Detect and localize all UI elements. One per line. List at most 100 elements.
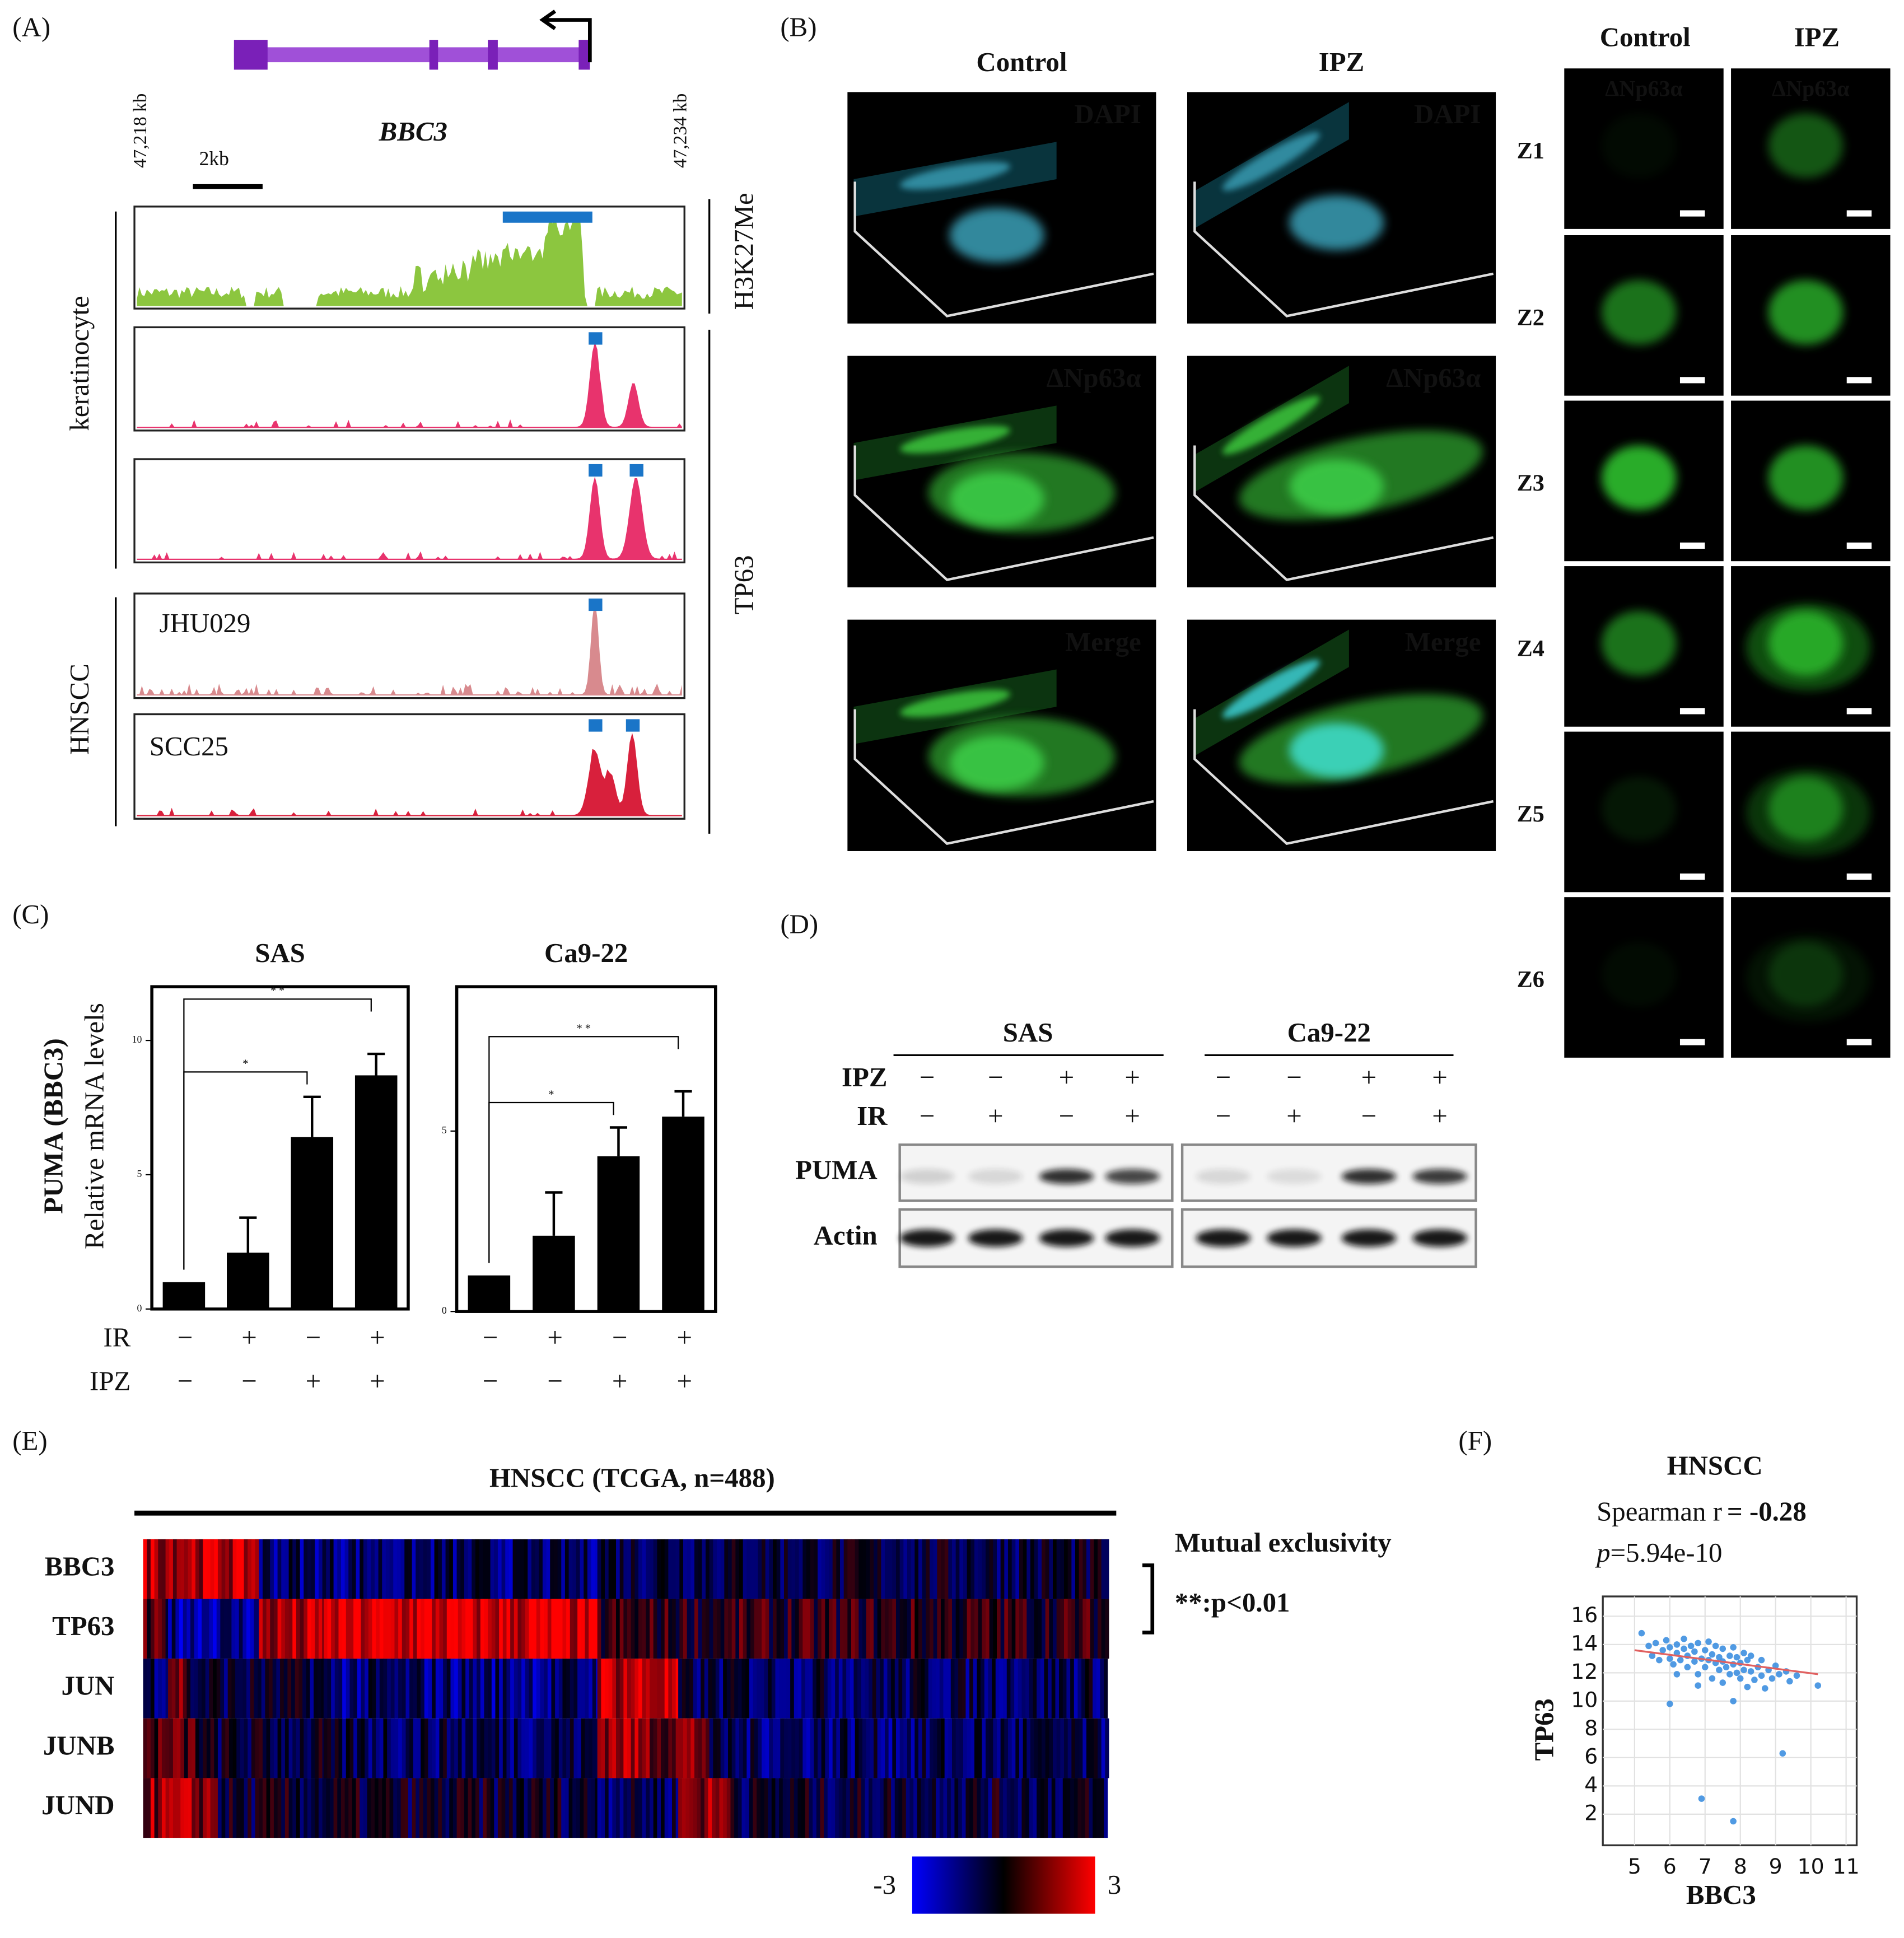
heatmap-stripe bbox=[379, 1659, 384, 1718]
heatmap-stripe bbox=[683, 1718, 688, 1778]
condition-label: IR bbox=[104, 1321, 131, 1352]
heatmap-stripe bbox=[753, 1778, 757, 1838]
significance-label: * * bbox=[270, 985, 284, 997]
heatmap-stripe bbox=[989, 1718, 993, 1778]
heatmap-stripe bbox=[612, 1778, 617, 1838]
heatmap-stripe bbox=[231, 1599, 236, 1659]
heatmap-stripe bbox=[495, 1718, 500, 1778]
heatmap-stripe bbox=[713, 1599, 717, 1659]
heatmap-stripe bbox=[291, 1659, 296, 1718]
heatmap-stripe bbox=[333, 1539, 338, 1599]
heatmap-stripe bbox=[880, 1778, 884, 1838]
heatmap-stripe bbox=[876, 1778, 880, 1838]
heatmap-stripe bbox=[926, 1539, 930, 1599]
heatmap-stripe bbox=[616, 1539, 620, 1599]
condition-sign: − bbox=[1361, 1100, 1377, 1131]
condition-sign: + bbox=[1432, 1062, 1448, 1092]
axis-box bbox=[853, 709, 1154, 846]
row-label: IR bbox=[857, 1100, 888, 1131]
heatmap-stripe bbox=[353, 1718, 358, 1778]
heatmap-stripe bbox=[472, 1778, 476, 1838]
heatmap-stripe bbox=[939, 1778, 944, 1838]
heatmap-stripe bbox=[773, 1599, 777, 1659]
heatmap-stripe bbox=[638, 1599, 643, 1659]
heatmap-stripe bbox=[205, 1659, 209, 1718]
heatmap-stripe bbox=[1094, 1539, 1098, 1599]
heatmap-stripe bbox=[1067, 1718, 1072, 1778]
heatmap-stripe bbox=[787, 1599, 792, 1659]
heatmap-stripe bbox=[750, 1539, 755, 1599]
gene-label: JUND bbox=[41, 1790, 114, 1820]
heatmap-stripe bbox=[270, 1778, 274, 1838]
heatmap-stripe bbox=[1049, 1718, 1053, 1778]
heatmap-stripe bbox=[952, 1599, 956, 1659]
heatmap-stripe bbox=[988, 1659, 992, 1718]
heatmap-stripe bbox=[1060, 1599, 1065, 1659]
heatmap-stripe bbox=[154, 1778, 158, 1838]
heatmap-stripe bbox=[379, 1599, 384, 1659]
heatmap-stripe bbox=[419, 1778, 424, 1838]
heatmap-stripe bbox=[814, 1539, 818, 1599]
heatmap-stripe bbox=[805, 1659, 809, 1718]
heatmap-stripe bbox=[225, 1539, 230, 1599]
heatmap-stripe bbox=[409, 1599, 414, 1659]
heatmap-stripe bbox=[672, 1778, 676, 1838]
point bbox=[1723, 1664, 1730, 1671]
heatmap-stripe bbox=[941, 1718, 945, 1778]
heatmap-stripe bbox=[1097, 1718, 1102, 1778]
heatmap-stripe bbox=[214, 1778, 218, 1838]
heatmap-stripe bbox=[458, 1718, 462, 1778]
heatmap-stripe bbox=[194, 1599, 198, 1659]
colorbar bbox=[912, 1856, 1095, 1914]
heatmap-stripe bbox=[421, 1718, 425, 1778]
heatmap-stripe bbox=[468, 1539, 472, 1599]
heatmap-stripe bbox=[608, 1539, 613, 1599]
heatmap-stripe bbox=[592, 1599, 596, 1659]
heatmap-stripe bbox=[944, 1718, 949, 1778]
stain-label: DAPI bbox=[1074, 99, 1141, 129]
heatmap-stripe bbox=[446, 1599, 451, 1659]
heatmap-stripe bbox=[175, 1659, 180, 1718]
heatmap-stripe bbox=[981, 1778, 985, 1838]
heatmap-stripe bbox=[521, 1718, 526, 1778]
heatmap-stripe bbox=[281, 1778, 286, 1838]
heatmap-stripe bbox=[1096, 1778, 1100, 1838]
heatmap-stripe bbox=[891, 1778, 895, 1838]
heatmap-stripe bbox=[540, 1599, 544, 1659]
heatmap-stripe bbox=[331, 1718, 335, 1778]
heatmap-stripe bbox=[158, 1599, 162, 1659]
heatmap-stripe bbox=[784, 1718, 788, 1778]
heatmap-stripe bbox=[888, 1718, 893, 1778]
heatmap-stripe bbox=[587, 1539, 592, 1599]
heatmap-stripe bbox=[623, 1539, 628, 1599]
y-tick-label: 8 bbox=[1584, 1716, 1598, 1740]
y-tick-label: 5 bbox=[442, 1124, 447, 1136]
heatmap-stripe bbox=[368, 1599, 372, 1659]
heatmap-stripe bbox=[1071, 1539, 1076, 1599]
heatmap-stripe bbox=[334, 1599, 339, 1659]
heatmap-stripe bbox=[154, 1599, 158, 1659]
heatmap-stripe bbox=[143, 1718, 147, 1778]
heatmap-stripe bbox=[338, 1659, 343, 1718]
heatmap-stripe bbox=[668, 1599, 673, 1659]
heatmap-stripe bbox=[762, 1718, 766, 1778]
point bbox=[1667, 1644, 1673, 1651]
y-axis-label: PUMA (BBC3) bbox=[38, 1038, 68, 1214]
heatmap-stripe bbox=[758, 1599, 762, 1659]
heatmap-stripe bbox=[180, 1718, 185, 1778]
heatmap-stripe bbox=[917, 1778, 921, 1838]
heatmap-stripe bbox=[948, 1599, 953, 1659]
heatmap-stripe bbox=[734, 1659, 739, 1718]
heatmap-stripe bbox=[784, 1539, 788, 1599]
heatmap-stripe bbox=[488, 1718, 492, 1778]
condition-sign: + bbox=[676, 1321, 692, 1352]
heatmap-stripe bbox=[525, 1718, 529, 1778]
heatmap-stripe bbox=[715, 1778, 720, 1838]
heatmap-stripe bbox=[642, 1778, 646, 1838]
axis-box bbox=[853, 445, 1154, 581]
heatmap-stripe bbox=[982, 1599, 986, 1659]
heatmap-stripe bbox=[461, 1599, 466, 1659]
heatmap-stripe bbox=[795, 1539, 800, 1599]
heatmap-stripe bbox=[528, 1778, 532, 1838]
heatmap-stripe bbox=[631, 1718, 635, 1778]
